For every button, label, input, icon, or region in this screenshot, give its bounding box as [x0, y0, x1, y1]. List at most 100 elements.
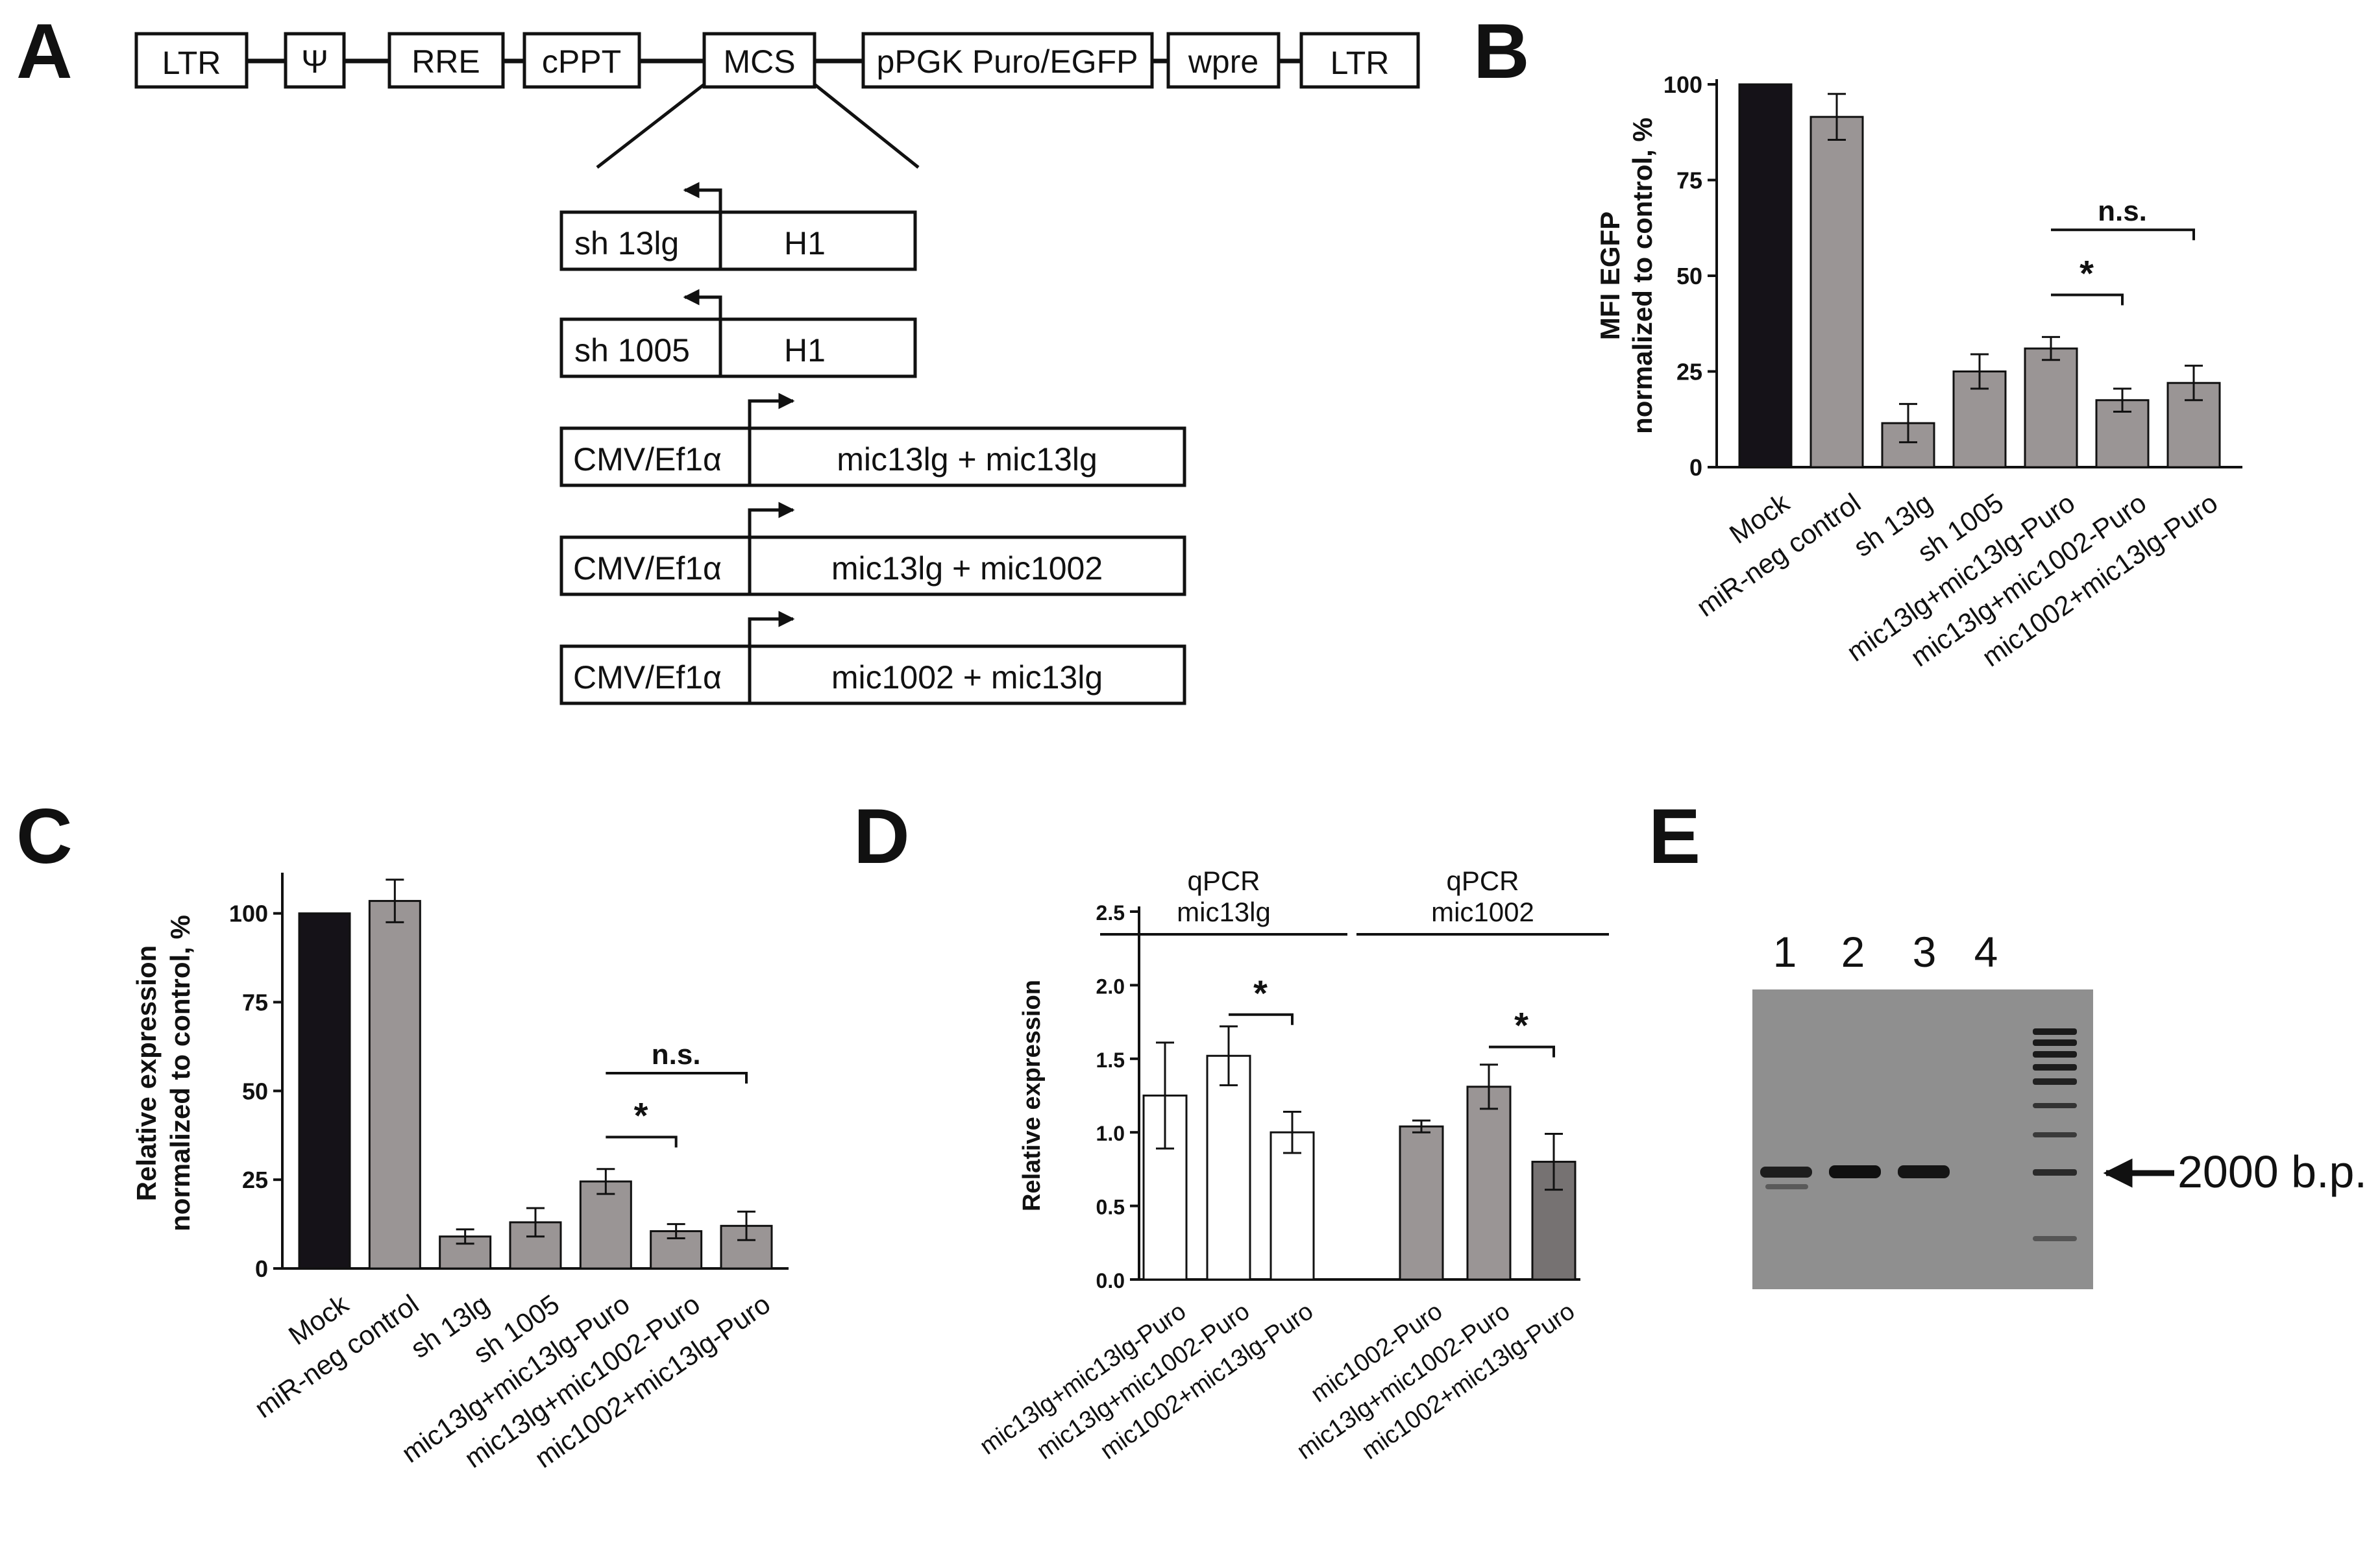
y-axis-label: Relative expression	[1018, 980, 1046, 1211]
insert-mic13lg-mic13lg: CMV/Ef1α mic13lg + mic13lg	[559, 393, 1186, 487]
bar	[1399, 1125, 1444, 1281]
insert-body-label: H1	[784, 225, 826, 261]
y-tick-label: 1.5	[1096, 1049, 1125, 1072]
vector-element-mcs: MCS	[702, 32, 816, 89]
insert-mic1002-mic13lg: CMV/Ef1α mic1002 + mic13lg	[559, 611, 1186, 705]
gel-band	[1760, 1167, 1812, 1178]
bar	[1466, 1085, 1512, 1281]
insert-promoter-label: sh 1005	[574, 332, 690, 369]
vector-element-label: wpre	[1188, 43, 1258, 80]
y-axis-label: normalized to control, %	[1627, 117, 1658, 434]
panel-e-gel: 1 2 3 4 2000 b.p.	[1752, 928, 2367, 1289]
y-axis-label: normalized to control, %	[165, 915, 195, 1231]
group-label: mic13lg	[1177, 897, 1271, 927]
significance-label: *	[634, 1095, 648, 1136]
bar	[1738, 83, 1793, 468]
significance-bracket	[2051, 228, 2195, 241]
group-label: mic1002	[1431, 897, 1534, 927]
significance-label: n.s.	[652, 1039, 701, 1071]
ladder-band	[2033, 1028, 2077, 1035]
y-tick-label: 2.0	[1096, 975, 1125, 998]
y-tick-label: 75	[242, 989, 268, 1016]
y-tick-label: 50	[242, 1078, 268, 1104]
y-axis-label: Relative expression	[131, 945, 162, 1202]
y-tick-label: 100	[1663, 71, 1702, 98]
vector-element-label: pPGK Puro/EGFP	[877, 43, 1138, 80]
insert-sh13lg: sh 13lg H1	[559, 182, 917, 271]
significance-bracket	[1229, 1013, 1294, 1025]
ladder-band	[2033, 1078, 2077, 1085]
bar	[1810, 115, 1864, 468]
insert-body-label: mic1002 + mic13lg	[831, 659, 1103, 696]
y-tick-label: 25	[242, 1167, 268, 1193]
insert-promoter-label: sh 13lg	[574, 225, 679, 261]
vector-element-ppgk: pPGK Puro/EGFP	[861, 32, 1154, 89]
bar	[1270, 1131, 1315, 1281]
significance-bracket	[606, 1072, 748, 1084]
vector-element-ltr-5: LTR	[134, 32, 249, 89]
panel-label-d: D	[853, 793, 910, 880]
lane-label-4: 4	[1974, 928, 1998, 976]
y-axis-label: MFI EGFP	[1595, 212, 1625, 340]
significance-label: n.s.	[2098, 195, 2147, 227]
significance-label: *	[1514, 1005, 1528, 1046]
significance-label: *	[1253, 973, 1268, 1013]
vector-element-cppt: cPPT	[522, 32, 641, 89]
ladder-band	[2033, 1039, 2077, 1046]
bar	[368, 900, 421, 1270]
insert-promoter-label: CMV/Ef1α	[573, 441, 722, 478]
bar	[1206, 1054, 1251, 1281]
vector-element-ltr-3: LTR	[1299, 32, 1420, 89]
y-tick-label: 100	[229, 901, 268, 927]
panel-label-a: A	[16, 8, 73, 95]
ladder-band	[2033, 1132, 2077, 1137]
y-tick-label: 25	[1676, 359, 1702, 385]
lane-label-2: 2	[1841, 928, 1865, 976]
y-tick-label: 0.5	[1096, 1196, 1125, 1219]
bar	[2095, 399, 2150, 468]
insert-body-label: H1	[784, 332, 826, 369]
chart-d: 0.0 0.5 1.0 1.5 2.0 2.5 Relative expression mic…	[975, 866, 1609, 1465]
vector-element-label: MCS	[723, 43, 795, 80]
vector-element-psi: Ψ	[284, 32, 346, 89]
vector-element-label: RRE	[411, 43, 480, 80]
significance-bracket	[606, 1135, 678, 1148]
significance-bracket	[1489, 1045, 1555, 1058]
significance-bracket	[2051, 293, 2124, 306]
bar	[2024, 347, 2078, 468]
gel-band	[1765, 1184, 1808, 1189]
insert-mic13lg-mic1002: CMV/Ef1α mic13lg + mic1002	[559, 502, 1186, 596]
chart-b: 0 25 50 75 100 MFI EGFP normalized to control,…	[1595, 71, 2242, 672]
group-label: qPCR	[1446, 866, 1519, 896]
panel-label-b: B	[1473, 8, 1530, 95]
insert-promoter-label: CMV/Ef1α	[573, 659, 722, 696]
bar	[579, 1180, 632, 1270]
y-tick-label: 2.5	[1096, 901, 1125, 925]
gel-band	[1898, 1165, 1950, 1178]
ladder-band	[2033, 1236, 2077, 1241]
y-tick-label: 0	[255, 1255, 268, 1282]
ladder-band	[2033, 1103, 2077, 1108]
y-tick-label: 50	[1676, 263, 1702, 289]
group-label: qPCR	[1187, 866, 1260, 896]
marker-label: 2000 b.p.	[2178, 1146, 2367, 1197]
insert-promoter-label: CMV/Ef1α	[573, 550, 722, 587]
y-tick-label: 1.0	[1096, 1122, 1125, 1145]
vector-element-label: LTR	[162, 45, 221, 81]
vector-element-label: Ψ	[301, 43, 328, 80]
ladder-band	[2033, 1169, 2077, 1176]
lane-label-1: 1	[1773, 928, 1797, 976]
vector-element-rre: RRE	[387, 32, 505, 89]
insert-body-label: mic13lg + mic1002	[831, 550, 1103, 587]
insert-sh1005: sh 1005 H1	[559, 289, 917, 378]
lane-label-3: 3	[1913, 928, 1937, 976]
panel-label-e: E	[1649, 793, 1700, 880]
insert-body-label: mic13lg + mic13lg	[837, 441, 1098, 478]
vector-element-label: cPPT	[542, 43, 621, 80]
chart-c: 0 25 50 75 100 Relative expression normalized …	[131, 873, 789, 1473]
y-tick-label: 0	[1689, 454, 1702, 481]
y-tick-label: 75	[1676, 167, 1702, 194]
ladder-band	[2033, 1051, 2077, 1058]
significance-label: *	[2079, 253, 2094, 294]
